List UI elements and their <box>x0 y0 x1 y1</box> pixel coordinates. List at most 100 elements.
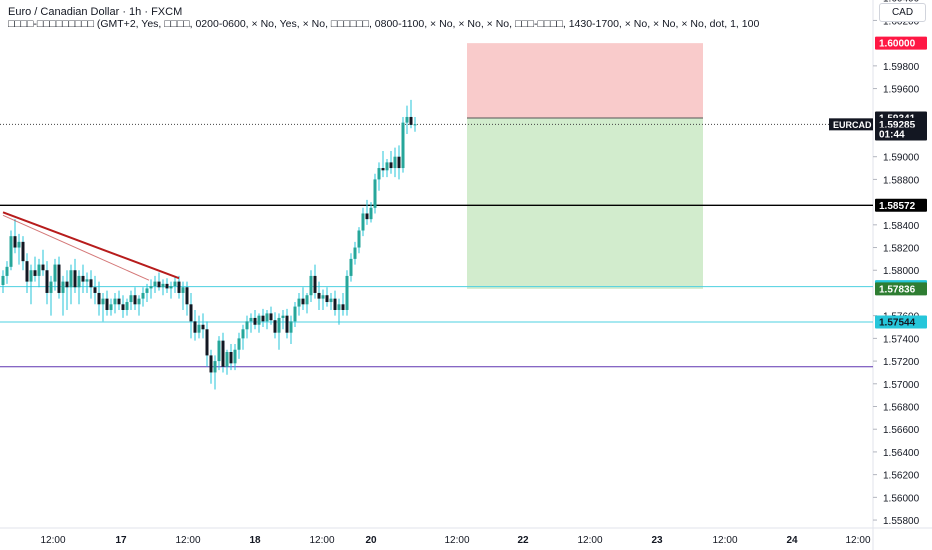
x-tick-label: 12:00 <box>444 535 469 546</box>
candle-body <box>109 304 113 310</box>
candle-body <box>317 292 321 299</box>
candle-body <box>185 287 189 305</box>
candle-body <box>301 298 305 305</box>
candle-body <box>13 236 17 248</box>
candle-body <box>245 321 249 330</box>
candle-body <box>253 317 257 325</box>
candle-body <box>405 116 409 123</box>
candle-body <box>309 275 313 296</box>
candle-body <box>325 295 329 303</box>
x-tick-label: 12:00 <box>712 535 737 546</box>
trendline-segment[interactable] <box>2 214 150 281</box>
candle-body <box>101 298 105 305</box>
candle-body <box>189 304 193 322</box>
candle-body <box>305 295 309 305</box>
candle-body <box>41 264 45 271</box>
price-label: 1.57836 <box>879 284 916 295</box>
candle-body <box>161 283 165 288</box>
y-tick-label: 1.57200 <box>883 357 920 368</box>
candle-body <box>37 264 41 276</box>
candle-body <box>377 168 381 180</box>
candle-body <box>113 298 117 305</box>
candle-body <box>137 298 141 305</box>
candle-body <box>353 247 357 259</box>
candle-body <box>9 236 13 267</box>
trendline-segment[interactable] <box>2 211 180 280</box>
candle-body <box>249 317 253 322</box>
candle-body <box>393 156 397 169</box>
candle-body <box>85 279 89 282</box>
candle-body <box>293 306 297 322</box>
y-tick-label: 1.59600 <box>883 85 920 96</box>
candle-body <box>169 286 173 289</box>
y-tick-label: 1.56000 <box>883 493 920 504</box>
trendline[interactable] <box>2 211 180 281</box>
candle-body <box>257 315 261 325</box>
candle-body <box>141 292 145 299</box>
candle-body <box>21 241 25 262</box>
candle-body <box>289 321 293 333</box>
candle-body <box>313 275 317 293</box>
symbol-tag: EURCAD <box>833 120 872 130</box>
candle-body <box>221 340 225 367</box>
candle-body <box>173 281 177 287</box>
x-tick-label: 24 <box>786 535 798 546</box>
candle-body <box>385 162 389 171</box>
candle-body <box>281 315 285 318</box>
candle-body <box>65 281 69 288</box>
price-label-box <box>875 282 927 296</box>
candle-body <box>233 349 237 364</box>
candle-body <box>81 275 85 282</box>
candle-body <box>341 304 345 310</box>
stop-loss-zone[interactable] <box>467 43 703 118</box>
price-label: 1.60000 <box>879 39 916 50</box>
time-axis[interactable]: 12:00 17 12:00 18 12:00 20 12:00 22 12:00 23 12:00… <box>40 535 870 546</box>
y-tick-label: 1.55800 <box>883 516 920 527</box>
position-tool[interactable] <box>467 43 703 289</box>
currency-button[interactable]: CAD <box>879 3 926 22</box>
candle-body <box>153 281 157 287</box>
x-tick-label: 22 <box>517 535 529 546</box>
candle-body <box>25 261 29 282</box>
candle-body <box>17 241 21 248</box>
candle-body <box>401 122 405 169</box>
candle-body <box>261 315 265 322</box>
candle-body <box>121 304 125 310</box>
price-label: 1.59285 <box>879 120 916 131</box>
candle-body <box>269 313 273 321</box>
candle-body <box>197 324 201 333</box>
x-tick-label: 23 <box>651 535 663 546</box>
candle-body <box>321 295 325 299</box>
candle-body <box>149 286 153 289</box>
y-tick-label: 1.56200 <box>883 471 920 482</box>
y-tick-label: 1.57000 <box>883 380 920 391</box>
y-tick-label: 1.58200 <box>883 244 920 255</box>
candle-body <box>45 270 49 293</box>
candle-body <box>117 298 121 305</box>
x-tick-label: 17 <box>115 535 127 546</box>
plot-background <box>0 0 873 528</box>
price-label-box <box>875 315 927 329</box>
candle-body <box>277 317 281 333</box>
price-labels: 1.600001.593411.5928501:441.585721.57856… <box>829 36 927 329</box>
price-axis[interactable]: 1.604001.602001.598001.596001.590001.588… <box>873 0 920 527</box>
candle-body <box>241 329 245 339</box>
candle-body <box>297 298 301 307</box>
horizontal-lines[interactable] <box>0 123 873 368</box>
candle-body <box>285 315 289 333</box>
candle-body <box>345 275 349 310</box>
candle-body <box>357 230 361 248</box>
y-tick-label: 1.58800 <box>883 175 920 186</box>
candle-body <box>225 352 229 367</box>
y-tick-label: 1.56800 <box>883 403 920 414</box>
take-profit-zone[interactable] <box>467 117 703 289</box>
candle-body <box>97 292 101 305</box>
indicator-legend[interactable]: □□□□-□□□□□□□□□ (GMT+2, Yes, □□□□, 0200-0… <box>8 18 760 30</box>
x-tick-label: 12:00 <box>40 535 65 546</box>
candle-body <box>61 281 65 293</box>
candle-body <box>213 361 217 373</box>
candle-body <box>129 295 133 303</box>
candle-body <box>369 207 373 220</box>
symbol-tag-box <box>829 118 873 131</box>
